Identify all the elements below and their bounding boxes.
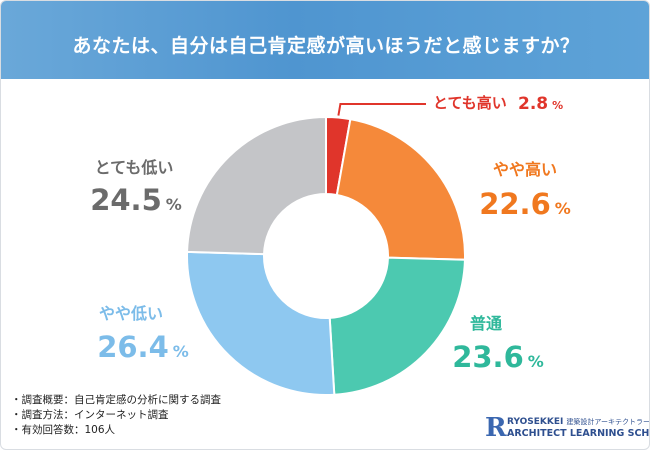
survey-notes: ・調査概要：自己肯定感の分析に関する調査 ・調査方法：インターネット調査 ・有効… bbox=[11, 393, 221, 438]
survey-note-respondents: ・有効回答数：106人 bbox=[11, 424, 116, 436]
school-logo: R RYOSEKKEI建築設計アーキテクトラーニング ARCHITECT LEA… bbox=[485, 413, 649, 443]
logo-name: RYOSEKKEI建築設計アーキテクトラーニング bbox=[507, 417, 650, 427]
slice-average bbox=[328, 256, 466, 396]
chart-title: あなたは、自分は自己肯定感が高いほうだと感じますか？ bbox=[72, 35, 580, 57]
value-very-low: 24.5% bbox=[90, 183, 182, 217]
logo-school: ARCHITECT LEARNING SCHOOL bbox=[507, 428, 650, 439]
label-somewhat-low: やや低い bbox=[99, 304, 163, 323]
label-average: 普通 bbox=[470, 314, 502, 333]
value-average: 23.6% bbox=[452, 340, 544, 374]
slice-somewhat-low bbox=[186, 250, 336, 396]
title-banner: あなたは、自分は自己肯定感が高いほうだと感じますか？ bbox=[1, 1, 649, 79]
logo-mark: R bbox=[485, 413, 507, 443]
value-very-high: 2.8% bbox=[518, 94, 563, 114]
logo-name-latin: RYOSEKKEI bbox=[507, 417, 564, 427]
survey-note-summary: ・調査概要：自己肯定感の分析に関する調査 bbox=[11, 394, 221, 406]
slice-very-low bbox=[186, 115, 327, 256]
slice-somewhat-high bbox=[335, 117, 466, 261]
value-somewhat-high: 22.6% bbox=[479, 187, 571, 221]
survey-note-method: ・調査方法：インターネット調査 bbox=[11, 409, 169, 421]
label-somewhat-high: やや高い bbox=[493, 160, 557, 179]
label-very-low: とても低い bbox=[95, 158, 174, 177]
value-somewhat-low: 26.4% bbox=[97, 330, 189, 364]
label-very-high: とても高い bbox=[433, 94, 507, 112]
leader-line-very-high bbox=[337, 103, 426, 116]
logo-name-kana: 建築設計アーキテクトラーニング bbox=[566, 418, 650, 426]
